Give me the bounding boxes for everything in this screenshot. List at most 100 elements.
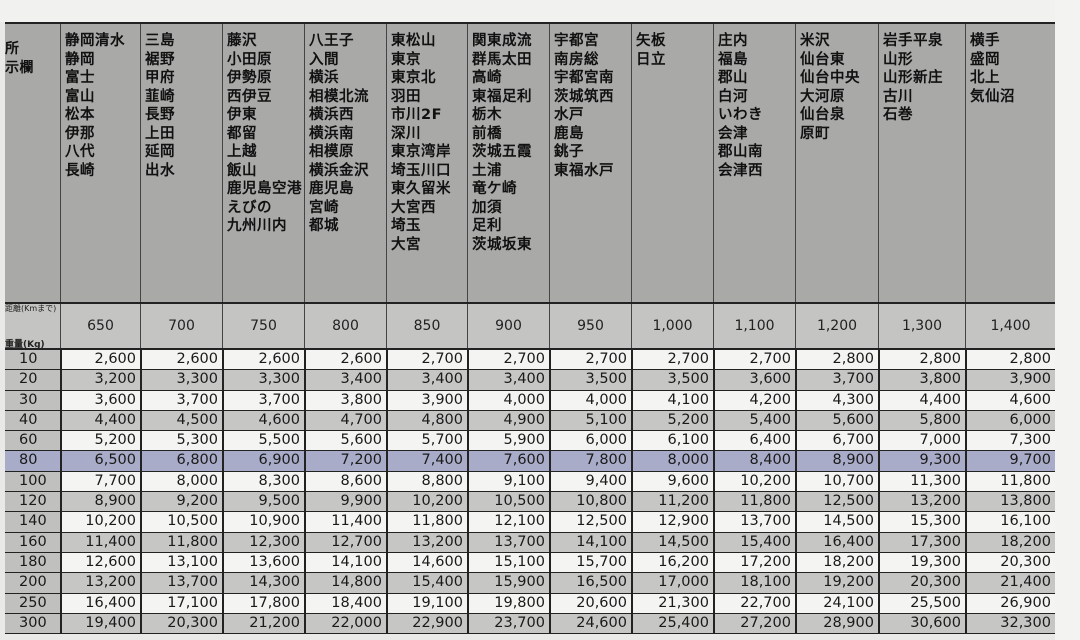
price-cell: 10,500 [140, 512, 222, 532]
destination-name: 山形新庄 [883, 70, 943, 86]
price-cell: 2,700 [631, 350, 713, 370]
destination-name: 大河原 [800, 88, 845, 105]
weight-cell: 40 [5, 410, 60, 431]
shipping-rate-table: 所 示欄 静岡清水 静岡 富士 富山 松本 伊那 八代 長崎 三島 裾野 甲府 韮崎 長野 上田 延岡 出水藤… [5, 22, 1055, 635]
price-cell: 11,200 [631, 492, 713, 512]
price-cell: 21,300 [631, 593, 713, 613]
distance-cell: 1,100 [713, 304, 795, 348]
price-cell: 13,700 [713, 512, 795, 532]
destination-name: 宮崎 [309, 199, 339, 216]
price-cell: 24,100 [795, 593, 878, 613]
destination-name: 足利 [472, 218, 502, 234]
price-cell: 26,900 [965, 593, 1055, 613]
price-cell: 4,600 [965, 390, 1055, 410]
table-row: 140 10,200 10,500 10,900 11,400 11,800 12,100 1… [5, 512, 1055, 533]
destination-name: 水戸 [554, 107, 584, 123]
table-row: 10 2,600 2,600 2,600 2,600 2,700 2,700 2,700 2,7… [5, 350, 1055, 371]
price-cell: 8,300 [222, 471, 304, 492]
destination-name: 会津西 [718, 162, 763, 179]
price-cell: 5,100 [549, 410, 631, 431]
destination-column: 静岡清水 静岡 富士 富山 松本 伊那 八代 長崎 [60, 24, 140, 302]
destination-name: 群馬太田 [472, 51, 532, 68]
price-cell: 12,500 [795, 492, 878, 512]
price-cell: 27,200 [713, 613, 795, 634]
price-cell: 13,200 [878, 492, 965, 512]
destination-name: 仙台中央 [800, 70, 860, 86]
price-cell: 19,800 [467, 593, 549, 613]
price-cell: 4,400 [878, 390, 965, 410]
destination-name: 長崎 [65, 162, 95, 179]
price-cell: 20,600 [549, 593, 631, 613]
destination-name: 福島 [718, 51, 748, 68]
destination-column: 東松山 東京 東京北 羽田 市川2F 深川 東京湾岸 埼玉川口 東久留米 大宮西 埼玉 大宮 [386, 24, 467, 302]
weight-cell: 30 [5, 390, 60, 410]
price-cell: 10,900 [222, 512, 304, 532]
price-cell: 17,800 [222, 593, 304, 613]
price-cell: 6,000 [965, 410, 1055, 431]
destination-name: 小田原 [227, 51, 272, 68]
destination-name: 上越 [227, 144, 257, 160]
price-cell: 22,900 [386, 613, 467, 634]
destination-column: 矢板 日立 [631, 24, 713, 302]
destination-name: 西伊豆 [227, 88, 272, 105]
price-cell: 3,700 [222, 390, 304, 410]
price-cell: 5,700 [386, 431, 467, 451]
price-cell: 4,300 [795, 390, 878, 410]
price-cell: 21,400 [965, 573, 1055, 593]
distance-cell: 1,400 [965, 304, 1055, 348]
price-cell: 14,100 [304, 552, 386, 573]
price-cell: 15,400 [386, 573, 467, 593]
destination-column: 庄内 福島 郡山 白河 いわき 会津 郡山南 会津西 [713, 24, 795, 302]
destination-name: 都城 [309, 218, 339, 234]
destination-name: 庄内 [718, 33, 748, 49]
price-cell: 15,100 [467, 552, 549, 573]
label-line: 所 [5, 41, 20, 57]
price-cell: 6,000 [549, 431, 631, 451]
destination-name: 原町 [800, 125, 830, 142]
price-cell: 10,200 [386, 492, 467, 512]
price-cell: 19,200 [795, 573, 878, 593]
destination-column: 宇都宮 南房総 宇都宮南 茨城筑西 水戸 鹿島 銚子 東福水戸 [549, 24, 631, 302]
price-cell: 2,600 [140, 350, 222, 370]
destination-name: 宇都宮南 [554, 70, 614, 86]
table-row: 200 13,200 13,700 14,300 14,800 15,400 15,900 1… [5, 573, 1055, 594]
price-cell: 12,900 [631, 512, 713, 532]
price-cell: 9,700 [965, 451, 1055, 471]
distance-cell: 650 [60, 304, 140, 348]
price-cell: 19,300 [878, 552, 965, 573]
price-cell: 11,800 [386, 512, 467, 532]
weight-cell: 300 [5, 613, 60, 634]
price-cell: 3,500 [631, 370, 713, 390]
price-cell: 5,800 [878, 410, 965, 431]
price-cell: 2,700 [467, 350, 549, 370]
price-cell: 17,200 [713, 552, 795, 573]
destination-name: 茨城坂東 [472, 236, 532, 253]
price-cell: 21,200 [222, 613, 304, 634]
table-row: 40 4,400 4,500 4,600 4,700 4,800 4,900 5,100 5,2… [5, 410, 1055, 432]
destination-name: 松本 [65, 107, 95, 123]
price-cell: 6,700 [795, 431, 878, 451]
price-cell: 4,500 [140, 410, 222, 431]
price-cell: 12,700 [304, 532, 386, 552]
price-cell: 8,400 [713, 451, 795, 471]
price-cell: 11,400 [304, 512, 386, 532]
page-margin [1055, 0, 1080, 640]
price-cell: 9,300 [878, 451, 965, 471]
price-cell: 24,600 [549, 613, 631, 634]
destination-name: 甲府 [145, 70, 175, 86]
destination-name: 東久留米 [391, 181, 451, 197]
destination-name: 長野 [145, 107, 175, 123]
price-cell: 13,700 [140, 573, 222, 593]
destination-name: 東福足利 [472, 88, 532, 105]
price-cell: 18,200 [965, 532, 1055, 552]
table-row: 160 11,400 11,800 12,300 12,700 13,200 13,700 1… [5, 532, 1055, 553]
destination-name: 伊東 [227, 107, 257, 123]
price-cell: 3,800 [304, 390, 386, 410]
destination-name: 相模原 [309, 144, 354, 160]
destination-name: 飯山 [227, 162, 257, 179]
price-cell: 6,400 [713, 431, 795, 451]
destination-name: 関東成流 [472, 33, 532, 49]
distance-cell: 750 [222, 304, 304, 348]
destination-name: 郡山 [718, 70, 748, 86]
destination-column: 関東成流 群馬太田 高崎 東福足利 栃木 前橋 茨城五霞 土浦 竜ケ崎 加須 足利 茨城坂東 [467, 24, 549, 302]
